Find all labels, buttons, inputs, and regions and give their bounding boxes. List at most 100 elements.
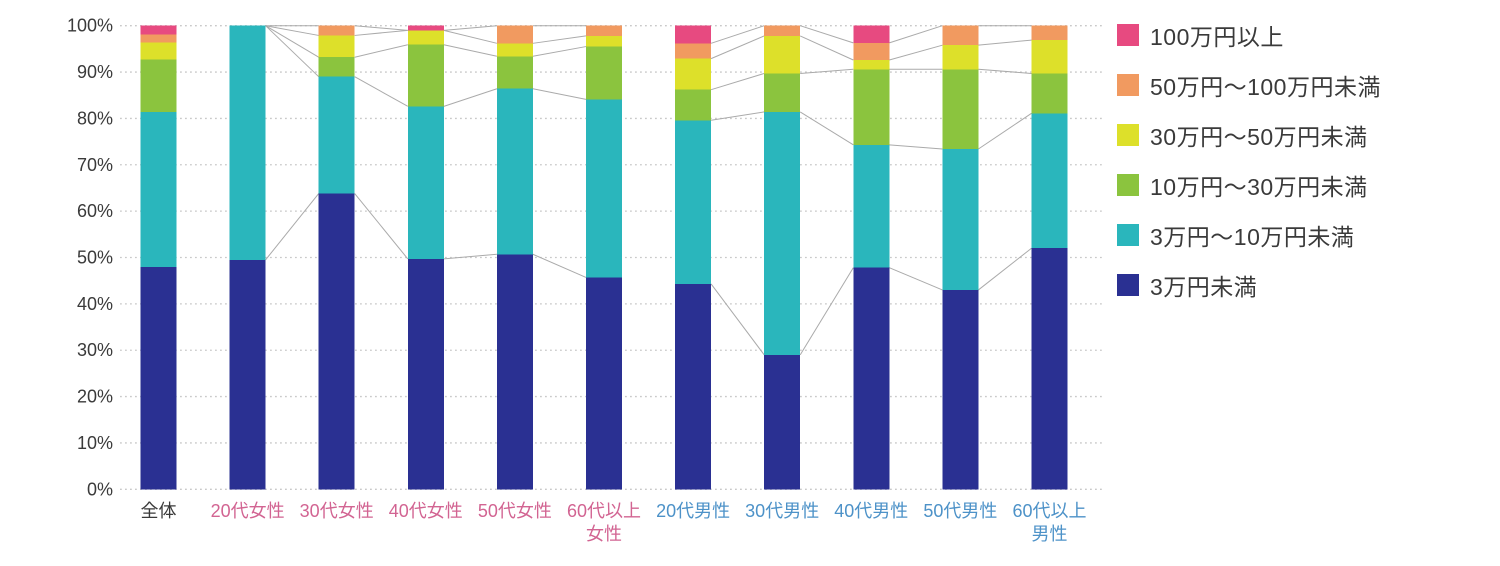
connector-line: [265, 25, 320, 78]
x-axis-category-label: 50代男性: [923, 501, 997, 521]
bar-segment: [675, 25, 712, 44]
connector-line: [889, 25, 943, 44]
legend-item: 30万円〜50万円未満: [1117, 122, 1381, 150]
connector-line: [354, 25, 408, 31]
connector-line: [799, 35, 854, 61]
bar-segment: [764, 111, 801, 355]
bar-segment: [1031, 113, 1068, 249]
connector-line: [889, 144, 943, 150]
connector-line: [800, 25, 854, 44]
connector-line: [354, 29, 408, 36]
connector-line: [978, 39, 1032, 46]
bar-segment: [675, 43, 712, 59]
bar-segment: [586, 99, 622, 278]
x-axis-category-label: 40代女性: [389, 501, 463, 521]
connector-line: [978, 68, 1032, 74]
connector-line: [443, 25, 497, 31]
legend-swatch-icon: [1117, 224, 1139, 246]
y-axis-tick-label: 60%: [77, 201, 113, 221]
connector-line: [532, 88, 587, 100]
bar-segment: [764, 73, 801, 112]
bar-segment: [853, 144, 890, 268]
bar-segment: [764, 25, 801, 36]
y-axis-tick-label: 40%: [77, 294, 113, 314]
connector-line: [532, 253, 587, 278]
bar-segment: [853, 267, 890, 490]
bar-segment: [229, 25, 266, 260]
x-axis-category-label: 20代女性: [211, 501, 285, 521]
legend-item: 50万円〜100万円未満: [1117, 72, 1381, 100]
connector-line: [532, 46, 587, 57]
bar-segment: [140, 59, 177, 112]
legend-label: 10万円〜30万円未満: [1150, 174, 1368, 200]
bar-segment: [318, 76, 355, 194]
bar-segment: [586, 35, 622, 47]
bar-segment: [1031, 73, 1068, 114]
y-axis-tick-label: 20%: [77, 387, 113, 407]
bar-segment: [318, 35, 355, 58]
bar-segment: [764, 354, 801, 490]
connector-line: [710, 283, 765, 356]
bar-segment: [942, 149, 979, 290]
connector-line: [354, 76, 409, 107]
legend-swatch-icon: [1117, 74, 1139, 96]
bar-segment: [675, 283, 712, 490]
x-axis-category-label: 40代男性: [834, 501, 908, 521]
bar-segment: [764, 35, 801, 74]
legend-label: 3万円〜10万円未満: [1150, 224, 1355, 250]
connector-line: [889, 44, 943, 61]
bar-segment: [853, 60, 890, 70]
x-axis-category-label: 30代女性: [300, 501, 374, 521]
legend-label: 100万円以上: [1150, 24, 1284, 50]
connector-line: [889, 267, 943, 291]
connector-line: [443, 253, 497, 260]
bar-segment: [675, 89, 712, 121]
bar-segment: [675, 120, 712, 284]
x-axis-category-label: 50代女性: [478, 501, 552, 521]
connector-line: [978, 112, 1032, 150]
legend-item: 100万円以上: [1117, 22, 1381, 50]
legend-swatch-icon: [1117, 24, 1139, 46]
bar-segment: [407, 258, 444, 490]
bar-segment: [853, 69, 890, 145]
bar-segment: [140, 25, 177, 35]
bar-segment: [407, 25, 444, 31]
bar-segment: [407, 30, 444, 45]
connector-line: [710, 25, 765, 44]
legend-swatch-icon: [1117, 124, 1139, 146]
bar-segment: [318, 57, 355, 77]
connector-line: [710, 72, 765, 91]
connector-line: [354, 44, 408, 58]
bar-segment: [675, 58, 712, 90]
x-axis-category-label: 60代以上: [567, 501, 641, 521]
connector-line: [265, 25, 319, 58]
bar-segment: [496, 88, 533, 255]
bar-segment: [586, 277, 622, 490]
x-axis-category-label: 女性: [586, 524, 622, 544]
bar-segment: [1031, 248, 1068, 490]
bar-segment: [496, 25, 533, 44]
y-axis-tick-label: 50%: [77, 248, 113, 268]
connector-line: [354, 193, 409, 260]
bar-segment: [140, 42, 177, 60]
connector-line: [265, 25, 319, 36]
x-axis-category-label: 30代男性: [745, 501, 819, 521]
connector-line: [443, 29, 498, 44]
y-axis-tick-label: 80%: [77, 108, 113, 128]
legend-item: 10万円〜30万円未満: [1117, 172, 1381, 200]
bar-segment: [407, 44, 444, 107]
connector-line: [800, 68, 854, 74]
x-axis-category-label: 男性: [1032, 524, 1068, 544]
connector-line: [532, 35, 587, 44]
connector-line: [265, 193, 320, 261]
connector-line: [710, 35, 765, 60]
bar-segment: [1031, 40, 1068, 74]
x-axis-category-label: 20代男性: [656, 501, 730, 521]
bar-segment: [853, 42, 890, 61]
connector-line: [799, 111, 854, 146]
bar-segment: [942, 25, 979, 46]
connector-line: [978, 247, 1032, 291]
legend-item: 3万円未満: [1117, 272, 1381, 300]
bar-segment: [1031, 25, 1068, 41]
